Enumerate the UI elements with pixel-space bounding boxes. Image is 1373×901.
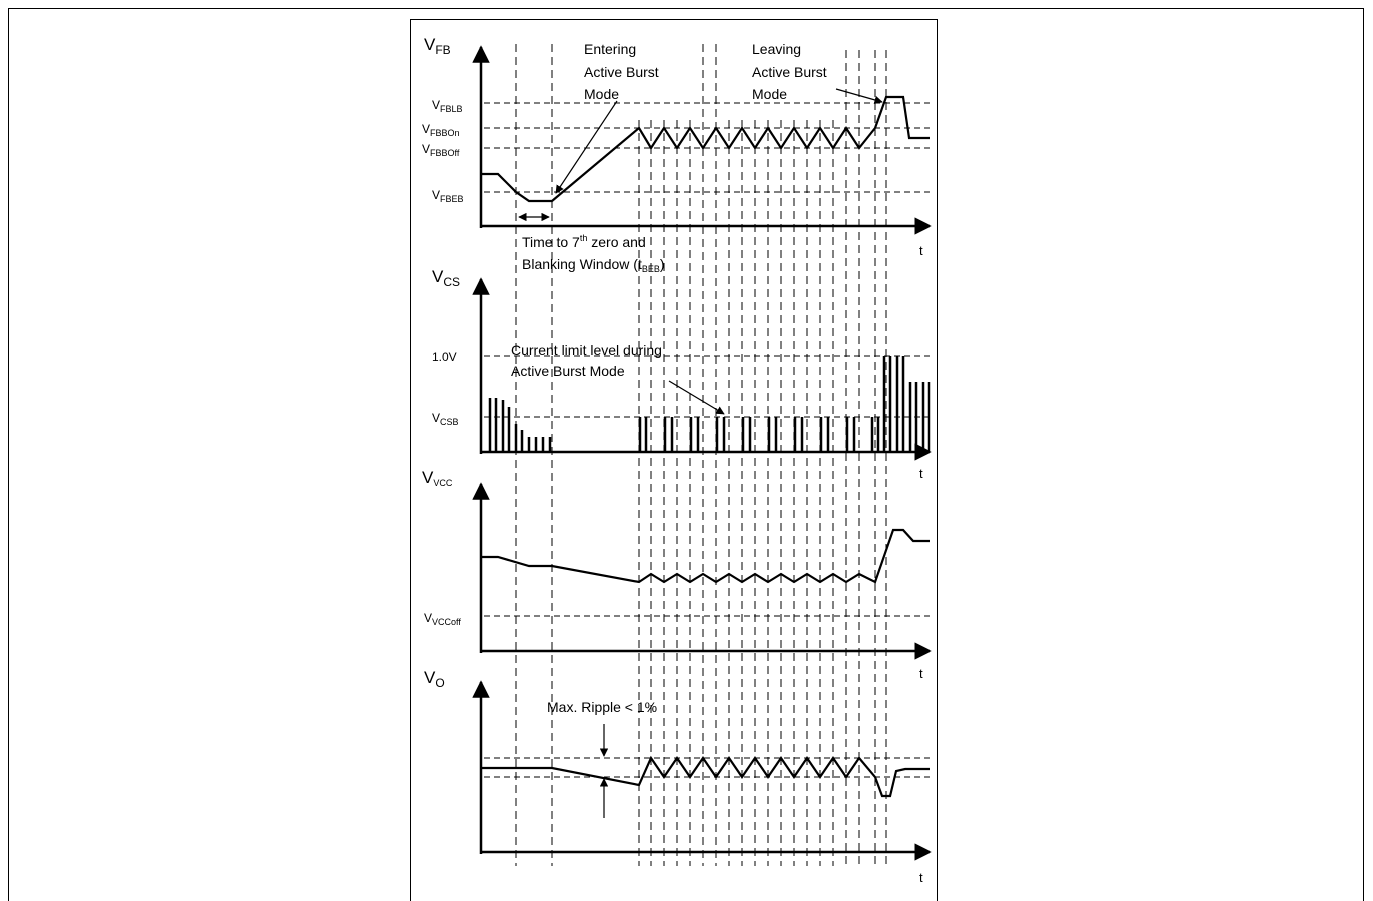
entering-arrow — [555, 100, 618, 194]
time-markers — [515, 44, 887, 866]
vfbeb-label: V — [432, 188, 440, 202]
panel-vcs: VCS 1.0V VCSB t Current limit level duri… — [432, 267, 932, 481]
outer-frame — [8, 8, 1364, 901]
leaving-annotation: Leaving Active Burst Mode — [752, 41, 831, 102]
svg-text:VVCC: VVCC — [422, 468, 453, 488]
vfblb-label: V — [432, 98, 440, 112]
vo-t-label: t — [919, 870, 923, 885]
vfbeb-sub: FBEB — [440, 194, 464, 204]
panel-vvcc: VVCC VVCCoff t — [422, 468, 932, 681]
current-limit-annotation: Current limit level during Active Burst … — [511, 342, 666, 379]
svg-text:VFBBOff: VFBBOff — [422, 142, 460, 158]
figure-frame — [410, 19, 938, 901]
vvccoff-label: V — [424, 611, 432, 625]
one-volt-label: 1.0V — [432, 350, 457, 364]
svg-text:VFB: VFB — [424, 35, 451, 57]
vcs-axis-sub: CS — [443, 275, 460, 289]
ripple-annotation: Max. Ripple < 1% — [547, 699, 657, 715]
vfbboff-label: V — [422, 142, 430, 156]
vfbbon-label: V — [422, 122, 430, 136]
vvcc-axis-sub: VCC — [433, 478, 453, 488]
vfb-axis-sub: FB — [435, 43, 450, 57]
svg-text:VO: VO — [424, 668, 445, 690]
vvcc-axis-label: V — [422, 468, 434, 487]
vfbboff-sub: FBBOff — [430, 148, 460, 158]
panel-vfb: VFB VFBLB VFBBOn VFBBOff VFBEB t Enterin… — [422, 35, 932, 274]
current-limit-arrow — [668, 380, 725, 415]
svg-text:VFBLB: VFBLB — [432, 98, 463, 114]
blanking-annotation-line1: Time to 7th zero and — [522, 233, 646, 250]
svg-text:VCSB: VCSB — [432, 411, 459, 427]
vcs-t-label: t — [919, 466, 923, 481]
blanking-annotation-line2: Blanking Window (tBEB) — [522, 256, 665, 274]
vfb-axis-label: V — [424, 35, 436, 54]
vvcc-waveform — [481, 528, 930, 584]
svg-text:VVCCoff: VVCCoff — [424, 611, 461, 627]
vfbbon-sub: FBBOn — [430, 128, 460, 138]
leaving-arrow — [835, 88, 883, 104]
vo-axis-label: V — [424, 668, 436, 687]
vvccoff-sub: VCCoff — [432, 617, 461, 627]
vcsb-sub: CSB — [440, 417, 459, 427]
vo-waveform — [481, 755, 930, 798]
panel-vo: VO t Max. Ripple < 1% — [424, 668, 932, 885]
vvcc-t-label: t — [919, 666, 923, 681]
vo-axis-sub: O — [435, 676, 444, 690]
vfblb-sub: FBLB — [440, 104, 463, 114]
vcsb-label: V — [432, 411, 440, 425]
vfb-t-label: t — [919, 243, 923, 258]
vcs-pulses — [488, 356, 931, 452]
svg-text:VFBBOn: VFBBOn — [422, 122, 460, 138]
vcs-axis-label: V — [432, 267, 444, 286]
entering-annotation: Entering Active Burst Mode — [584, 41, 663, 102]
vfb-waveform — [481, 95, 930, 203]
svg-text:VFBEB: VFBEB — [432, 188, 464, 204]
svg-text:VCS: VCS — [432, 267, 460, 289]
